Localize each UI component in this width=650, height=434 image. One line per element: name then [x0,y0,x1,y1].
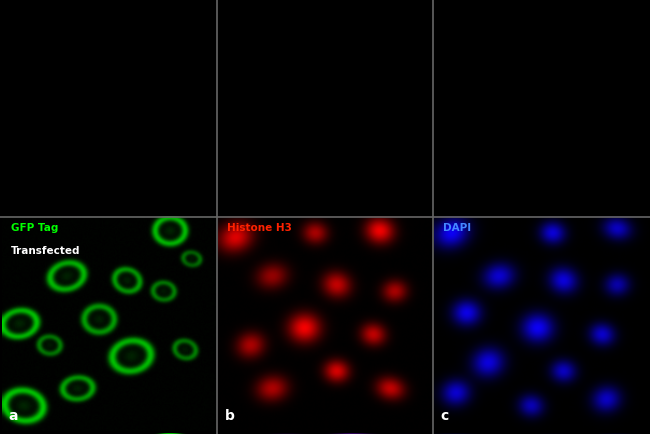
Text: Transfected: Transfected [10,247,80,256]
Text: b: b [224,409,234,423]
Text: Histone H3: Histone H3 [227,223,291,233]
Text: c: c [441,409,448,423]
Text: DAPI: DAPI [443,223,471,233]
Text: a: a [8,409,18,423]
Text: GFP Tag: GFP Tag [10,223,58,233]
